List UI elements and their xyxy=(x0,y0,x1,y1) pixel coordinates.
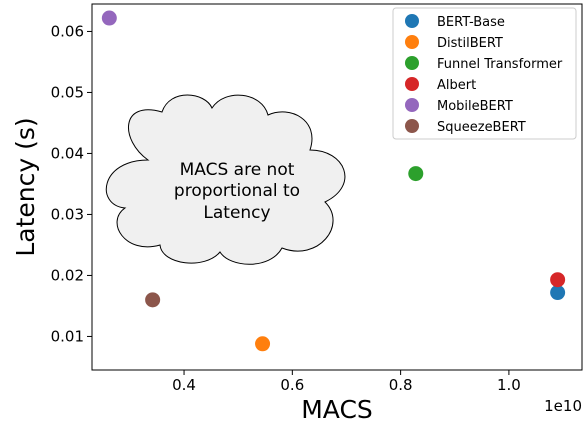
legend-label-bert-base: BERT-Base xyxy=(437,15,505,30)
annotation-line-1: MACS are not xyxy=(180,160,295,180)
x-tick-label: 0.6 xyxy=(280,376,304,394)
legend-marker-albert xyxy=(405,77,419,91)
legend-box xyxy=(392,7,577,140)
y-tick-label: 0.06 xyxy=(51,22,84,40)
point-squeezebert xyxy=(145,292,161,308)
legend-label-distilbert: DistilBERT xyxy=(437,36,503,51)
annotation-line-3: Latency xyxy=(203,203,270,223)
data-points xyxy=(101,10,566,352)
x-tick-label: 1.0 xyxy=(497,376,521,394)
plot-frame xyxy=(91,3,583,371)
point-albert xyxy=(550,272,566,288)
x-tick-label: 0.8 xyxy=(389,376,413,394)
point-mobilebert xyxy=(101,10,117,26)
legend-label-funnel-transformer: Funnel Transformer xyxy=(437,57,563,72)
annotation-line-2: proportional to xyxy=(174,181,300,201)
x-axis-label: MACS xyxy=(301,395,373,423)
legend-marker-funnel-transformer xyxy=(405,56,419,70)
y-tick-label: 0.02 xyxy=(51,266,84,284)
annotation-cloud: MACS are not proportional to Latency xyxy=(105,94,346,265)
y-tick-label: 0.05 xyxy=(51,83,84,101)
cloud-shape xyxy=(105,94,346,265)
y-axis-ticks: 0.01 0.02 0.03 0.04 0.05 0.06 xyxy=(51,22,92,345)
x-tick-label: 0.4 xyxy=(172,376,196,394)
y-tick-label: 0.01 xyxy=(51,327,84,345)
legend-marker-squeezebert xyxy=(405,119,419,133)
point-funnel-transformer xyxy=(408,166,424,182)
x-axis-offset-label: 1e10 xyxy=(544,397,582,415)
y-axis-label: Latency (s) xyxy=(11,117,40,256)
legend-label-mobilebert: MobileBERT xyxy=(437,99,513,114)
legend-marker-bert-base xyxy=(405,14,419,28)
y-tick-label: 0.04 xyxy=(51,144,84,162)
legend-marker-distilbert xyxy=(405,35,419,49)
legend-items: BERT-Base DistilBERT Funnel Transformer Alb… xyxy=(405,14,563,135)
point-bert-base xyxy=(550,285,566,301)
x-axis-ticks: 0.4 0.6 0.8 1.0 xyxy=(172,370,521,394)
legend: BERT-Base DistilBERT Funnel Transformer Alb… xyxy=(392,7,577,140)
legend-label-albert: Albert xyxy=(437,78,476,93)
point-distilbert xyxy=(255,336,271,352)
y-tick-label: 0.03 xyxy=(51,205,84,223)
legend-marker-mobilebert xyxy=(405,98,419,112)
legend-label-squeezebert: SqueezeBERT xyxy=(437,120,526,135)
